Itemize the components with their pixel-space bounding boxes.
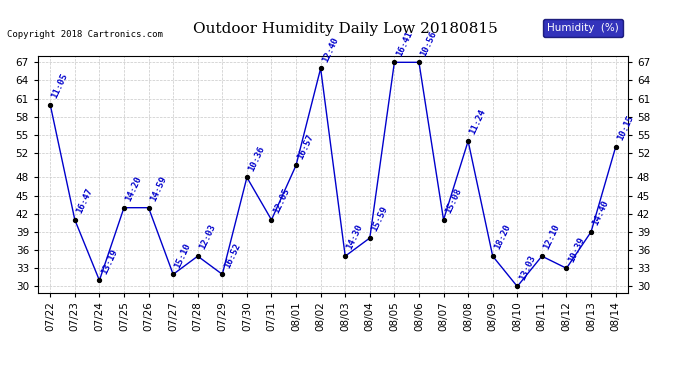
Point	[438, 217, 449, 223]
Point	[241, 174, 253, 180]
Text: 13:19: 13:19	[99, 248, 119, 276]
Text: 12:40: 12:40	[321, 35, 340, 63]
Point	[94, 278, 105, 284]
Point	[561, 265, 572, 271]
Point	[487, 253, 498, 259]
Text: 16:52: 16:52	[222, 242, 242, 270]
Point	[315, 65, 326, 71]
Text: 15:10: 15:10	[173, 242, 193, 270]
Text: 11:24: 11:24	[468, 108, 488, 136]
Point	[610, 144, 621, 150]
Point	[69, 217, 80, 223]
Text: 10:39: 10:39	[566, 235, 586, 263]
Text: 10:56: 10:56	[419, 29, 438, 57]
Point	[339, 253, 351, 259]
Point	[266, 217, 277, 223]
Point	[462, 138, 473, 144]
Text: 12:10: 12:10	[542, 223, 562, 251]
Point	[119, 205, 130, 211]
Text: 12:05: 12:05	[271, 187, 291, 215]
Text: 10:36: 10:36	[247, 144, 266, 172]
Text: 14:30: 14:30	[345, 223, 365, 251]
Text: 18:20: 18:20	[493, 223, 512, 251]
Point	[290, 162, 302, 168]
Point	[413, 59, 424, 65]
Point	[217, 272, 228, 278]
Text: 10:15: 10:15	[615, 114, 635, 142]
Text: 16:41: 16:41	[395, 29, 414, 57]
Point	[536, 253, 547, 259]
Legend: Humidity  (%): Humidity (%)	[542, 19, 622, 37]
Text: Outdoor Humidity Daily Low 20180815: Outdoor Humidity Daily Low 20180815	[193, 22, 497, 36]
Point	[586, 229, 597, 235]
Text: 11:05: 11:05	[50, 72, 70, 100]
Text: 14:20: 14:20	[124, 175, 144, 203]
Text: 15:08: 15:08	[444, 187, 463, 215]
Text: 13:03: 13:03	[518, 254, 537, 282]
Point	[364, 235, 375, 241]
Text: 16:47: 16:47	[75, 187, 95, 215]
Text: 14:59: 14:59	[148, 175, 168, 203]
Point	[512, 284, 523, 290]
Point	[193, 253, 204, 259]
Text: 16:57: 16:57	[296, 132, 315, 160]
Point	[45, 102, 56, 108]
Point	[143, 205, 154, 211]
Text: 15:59: 15:59	[370, 205, 389, 233]
Point	[389, 59, 400, 65]
Point	[168, 272, 179, 278]
Text: 14:40: 14:40	[591, 199, 611, 227]
Text: Copyright 2018 Cartronics.com: Copyright 2018 Cartronics.com	[7, 30, 163, 39]
Text: 12:03: 12:03	[198, 223, 217, 251]
